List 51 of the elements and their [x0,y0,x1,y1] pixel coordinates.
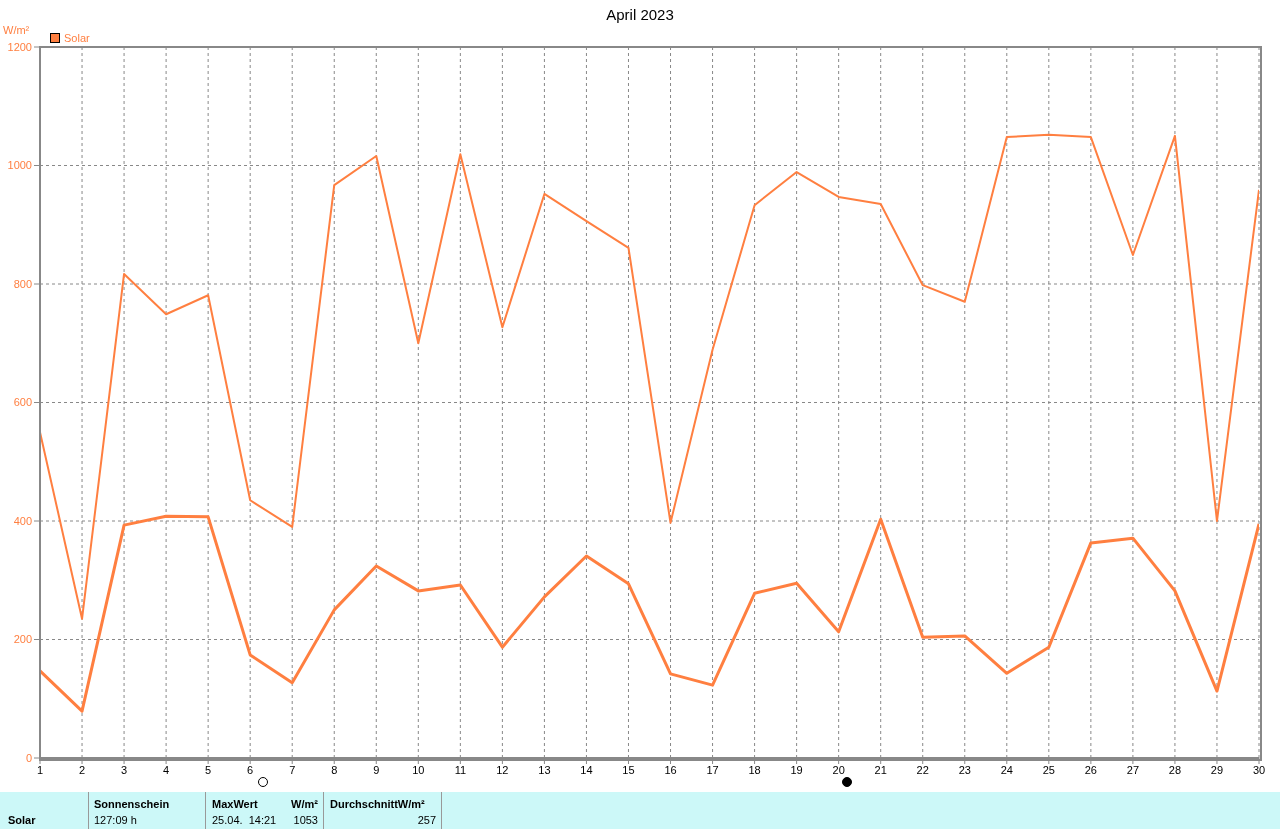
y-tick-label: 800 [13,277,32,290]
y-tick-label: 400 [13,514,32,527]
x-tick-label: 19 [790,763,803,776]
x-tick-label: 6 [247,763,254,776]
chart-title: April 2023 [605,6,675,23]
x-tick-label: 30 [1252,763,1266,776]
y-tick-label: 1200 [7,40,32,53]
legend-label: Solar [63,32,90,44]
x-tick-label: 11 [454,763,467,776]
x-tick-label: 7 [289,763,296,776]
y-tick-label: 200 [13,633,32,646]
text: 1053 [293,814,318,826]
text: 257 [417,814,436,826]
x-tick-label: 9 [373,763,380,776]
x-tick-label: 13 [538,763,551,776]
x-tick-label: 10 [412,763,425,776]
x-tick-label: 15 [622,763,635,776]
x-tick-label: 4 [163,763,170,776]
x-tick-label: 16 [664,763,677,776]
y-axis-title: W/m² [3,24,30,36]
x-tick-label: 17 [706,763,719,776]
y-tick-label: 0 [25,751,32,764]
x-tick-label: 20 [832,763,845,776]
x-tick-label: 1 [36,763,44,776]
x-tick-label: 28 [1168,763,1182,776]
text: MaxWert [212,798,258,810]
y-tick-label: 600 [13,396,32,409]
x-tick-label: 22 [916,763,929,776]
x-tick-label: 12 [496,763,509,776]
x-tick-label: 3 [121,763,128,776]
text: W/m² [291,798,318,810]
x-tick-label: 27 [1126,763,1140,776]
x-tick-label: 23 [958,763,971,776]
x-tick-label: 24 [1000,763,1013,776]
text: 127:09 h [94,814,137,826]
y-tick-label: 1000 [7,159,32,172]
x-tick-label: 14 [580,763,593,776]
x-tick-label: 26 [1084,763,1097,776]
x-tick-label: 2 [78,763,86,776]
text: 25.04. 14:21 [212,814,277,826]
text: Sonnenschein [94,798,170,810]
text: DurchschnittW/m² [330,798,425,810]
x-tick-label: 5 [205,763,212,776]
text: Solar [8,814,36,826]
x-tick-label: 21 [874,763,887,776]
x-tick-label: 25 [1042,763,1055,776]
x-tick-label: 18 [748,763,761,776]
line-series [40,133,1259,620]
x-tick-label: 29 [1210,763,1224,776]
line-series [40,514,1259,713]
x-tick-label: 8 [331,763,338,776]
